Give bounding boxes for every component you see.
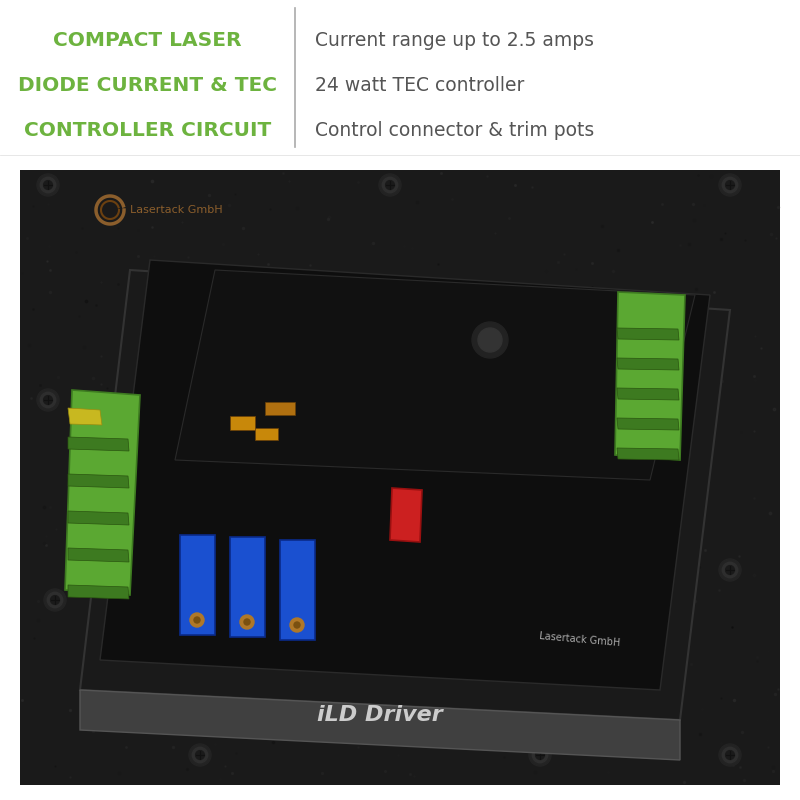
Circle shape bbox=[240, 615, 254, 629]
Polygon shape bbox=[280, 540, 315, 640]
Polygon shape bbox=[80, 270, 730, 720]
Circle shape bbox=[244, 619, 250, 625]
Circle shape bbox=[37, 174, 59, 196]
Polygon shape bbox=[175, 270, 695, 480]
Circle shape bbox=[719, 174, 741, 196]
Polygon shape bbox=[65, 390, 140, 595]
Polygon shape bbox=[180, 535, 215, 635]
Circle shape bbox=[472, 322, 508, 358]
Polygon shape bbox=[617, 418, 679, 430]
Circle shape bbox=[719, 744, 741, 766]
Circle shape bbox=[43, 181, 53, 190]
Polygon shape bbox=[68, 474, 129, 488]
Polygon shape bbox=[617, 328, 679, 340]
Text: COMPACT LASER: COMPACT LASER bbox=[54, 31, 242, 50]
Circle shape bbox=[294, 622, 300, 628]
Polygon shape bbox=[390, 488, 422, 542]
Circle shape bbox=[40, 178, 56, 193]
Circle shape bbox=[722, 562, 738, 578]
Polygon shape bbox=[617, 448, 679, 460]
Circle shape bbox=[194, 617, 200, 623]
Polygon shape bbox=[230, 537, 265, 637]
Polygon shape bbox=[68, 548, 129, 562]
Circle shape bbox=[722, 178, 738, 193]
Circle shape bbox=[529, 744, 551, 766]
Text: 24 watt TEC controller: 24 watt TEC controller bbox=[315, 76, 524, 95]
Circle shape bbox=[382, 178, 398, 193]
Text: CONTROLLER CIRCUIT: CONTROLLER CIRCUIT bbox=[24, 121, 271, 140]
Circle shape bbox=[189, 744, 211, 766]
Text: Lasertack GmbH: Lasertack GmbH bbox=[130, 205, 222, 215]
Circle shape bbox=[478, 328, 502, 352]
Circle shape bbox=[722, 747, 738, 762]
Circle shape bbox=[50, 595, 59, 605]
Circle shape bbox=[44, 589, 66, 611]
Text: DIODE CURRENT & TEC: DIODE CURRENT & TEC bbox=[18, 76, 277, 95]
Polygon shape bbox=[617, 358, 679, 370]
Circle shape bbox=[190, 613, 204, 627]
Polygon shape bbox=[68, 408, 102, 425]
Polygon shape bbox=[615, 292, 685, 460]
Polygon shape bbox=[68, 511, 129, 525]
Polygon shape bbox=[230, 416, 255, 430]
Polygon shape bbox=[68, 437, 129, 451]
Circle shape bbox=[192, 747, 208, 762]
Circle shape bbox=[726, 181, 734, 190]
Polygon shape bbox=[68, 585, 129, 599]
Circle shape bbox=[195, 750, 205, 759]
Circle shape bbox=[43, 396, 53, 404]
Circle shape bbox=[726, 566, 734, 574]
Circle shape bbox=[726, 750, 734, 759]
Polygon shape bbox=[255, 428, 278, 440]
Circle shape bbox=[532, 747, 548, 762]
Text: Lasertack GmbH: Lasertack GmbH bbox=[539, 631, 621, 649]
Circle shape bbox=[386, 181, 394, 190]
Circle shape bbox=[40, 392, 56, 408]
Circle shape bbox=[536, 750, 544, 759]
Polygon shape bbox=[265, 402, 295, 415]
Circle shape bbox=[47, 592, 62, 608]
Bar bbox=[20, 170, 780, 785]
Text: Control connector & trim pots: Control connector & trim pots bbox=[315, 121, 594, 140]
Bar bbox=[0, 0, 800, 155]
Polygon shape bbox=[617, 388, 679, 400]
Text: Current range up to 2.5 amps: Current range up to 2.5 amps bbox=[315, 31, 594, 50]
Circle shape bbox=[290, 618, 304, 632]
Text: iLD Driver: iLD Driver bbox=[317, 705, 443, 725]
Circle shape bbox=[379, 174, 401, 196]
Polygon shape bbox=[80, 690, 680, 760]
Polygon shape bbox=[100, 260, 710, 690]
Circle shape bbox=[37, 389, 59, 411]
Circle shape bbox=[719, 559, 741, 581]
